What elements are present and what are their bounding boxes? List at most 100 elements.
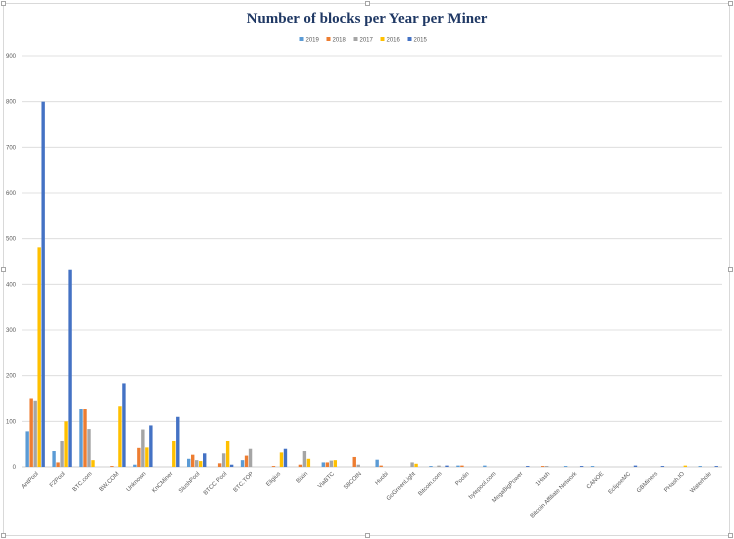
x-axis: AntPool F2Pool BTC.com BW.COM Unknown KnCMine… bbox=[21, 470, 714, 519]
resize-handle-bottom-center[interactable] bbox=[365, 533, 370, 538]
bar-2018-9 bbox=[271, 466, 276, 467]
legend-label-2018: 2018 bbox=[333, 38, 347, 44]
bar-2015-15 bbox=[445, 465, 449, 467]
bar-2015-4 bbox=[149, 425, 153, 467]
bar-2019-13 bbox=[375, 459, 379, 467]
resize-handle-middle-right[interactable] bbox=[728, 267, 733, 272]
x-tick-label: BTC.com bbox=[72, 471, 94, 493]
x-tick-label: SlushPool bbox=[178, 471, 201, 494]
x-tick-label: 58COIN bbox=[343, 471, 363, 491]
bar-2016-6 bbox=[199, 461, 203, 467]
x-tick-label: Waterhole bbox=[690, 471, 714, 495]
bar-2016-11 bbox=[333, 460, 338, 467]
bar-2015-6 bbox=[203, 453, 207, 467]
y-tick-label: 900 bbox=[6, 54, 17, 60]
bar-2017-2 bbox=[87, 429, 91, 467]
bar-2017-7 bbox=[221, 453, 226, 467]
bar-2017-0 bbox=[33, 400, 37, 467]
bar-2017-4 bbox=[141, 429, 145, 467]
bar-2015-20 bbox=[579, 466, 584, 467]
bar-2015-3 bbox=[122, 383, 126, 467]
bar-2015-5 bbox=[176, 416, 180, 467]
legend-label-2019: 2019 bbox=[306, 38, 320, 44]
resize-handle-top-right[interactable] bbox=[728, 1, 733, 6]
legend-swatch-2019 bbox=[299, 37, 304, 41]
x-tick-label: GoGreenLight bbox=[386, 471, 417, 502]
chart-title: Number of blocks per Year per Miner bbox=[247, 11, 488, 27]
x-tick-label: Huobi bbox=[375, 471, 390, 486]
x-tick-label: Bixin bbox=[296, 471, 309, 484]
bar-2016-0 bbox=[37, 247, 41, 467]
x-tick-label: BW.COM bbox=[99, 471, 121, 493]
bar-2017-11 bbox=[329, 460, 334, 467]
legend: 2019 2018 2017 2016 2015 bbox=[299, 37, 428, 44]
x-tick-label: Bitcoin Affiliate Network bbox=[530, 470, 579, 519]
bar-2015-23 bbox=[660, 466, 665, 467]
bar-2018-8 bbox=[244, 455, 249, 467]
bar-2015-7 bbox=[229, 464, 234, 467]
bar-2019-15 bbox=[429, 466, 433, 467]
bar-2015-0 bbox=[41, 101, 45, 468]
bar-2019-0 bbox=[25, 431, 29, 467]
bar-2018-19 bbox=[541, 466, 545, 467]
bar-2018-7 bbox=[217, 463, 222, 467]
y-tick-label: 700 bbox=[6, 145, 17, 151]
legend-swatch-2016 bbox=[380, 37, 385, 41]
y-tick-label: 0 bbox=[13, 465, 17, 471]
x-tick-label: bytepool.com bbox=[468, 471, 497, 500]
bar-2017-10 bbox=[302, 451, 307, 467]
x-tick-label: GBMiners bbox=[636, 471, 659, 494]
x-tick-label: ViaBTC bbox=[317, 471, 336, 490]
legend-swatch-2018 bbox=[326, 37, 331, 41]
bar-2017-1 bbox=[60, 440, 64, 467]
x-tick-label: Unknown bbox=[126, 471, 148, 493]
bar-2017-12 bbox=[356, 464, 360, 467]
bar-2016-5 bbox=[172, 440, 176, 467]
bar-2019-17 bbox=[483, 465, 487, 467]
resize-handle-bottom-left[interactable] bbox=[1, 533, 6, 538]
bar-2015-18 bbox=[526, 466, 530, 467]
x-tick-label: F2Pool bbox=[49, 471, 67, 489]
resize-handle-bottom-right[interactable] bbox=[728, 533, 733, 538]
bar-2018-4 bbox=[137, 447, 141, 467]
bar-2018-12 bbox=[352, 456, 356, 467]
legend-label-2017: 2017 bbox=[360, 38, 374, 44]
legend-swatch-2015 bbox=[407, 37, 412, 41]
y-tick-label: 100 bbox=[6, 419, 17, 425]
bar-2018-6 bbox=[191, 454, 195, 467]
bar-2018-16 bbox=[460, 465, 464, 467]
x-tick-label: CANOE bbox=[586, 471, 605, 490]
x-tick-label: PHash.IO bbox=[663, 471, 686, 494]
bars bbox=[25, 101, 718, 468]
bar-2016-4 bbox=[145, 447, 149, 467]
resize-handle-top-center[interactable] bbox=[365, 1, 370, 6]
bar-2019-8 bbox=[240, 460, 245, 467]
x-tick-label: BTC.TOP bbox=[233, 471, 256, 494]
x-tick-label: Bitcoin.com bbox=[418, 471, 444, 497]
x-tick-label: KnCMiner bbox=[151, 471, 174, 494]
bar-2017-8 bbox=[248, 448, 253, 467]
y-tick-label: 800 bbox=[6, 100, 17, 106]
bar-2017-6 bbox=[195, 460, 199, 467]
bar-2019-20 bbox=[563, 466, 568, 467]
bar-2019-21 bbox=[590, 466, 595, 467]
bar-2019-11 bbox=[321, 462, 326, 467]
resize-handle-top-left[interactable] bbox=[1, 1, 6, 6]
x-tick-label: AntPool bbox=[21, 471, 40, 490]
y-tick-label: 500 bbox=[6, 237, 17, 243]
y-tick-label: 600 bbox=[6, 191, 17, 197]
bar-2016-2 bbox=[91, 460, 95, 467]
x-tick-label: 1Hash bbox=[535, 471, 552, 488]
bar-2018-0 bbox=[29, 398, 33, 467]
resize-handle-middle-left[interactable] bbox=[1, 267, 6, 272]
y-tick-label: 200 bbox=[6, 374, 17, 380]
x-tick-label: Eligius bbox=[265, 471, 282, 488]
y-tick-label: 400 bbox=[6, 282, 17, 288]
bar-2016-1 bbox=[64, 421, 68, 467]
bar-2018-1 bbox=[56, 462, 60, 467]
bar-2015-9 bbox=[283, 448, 288, 467]
legend-swatch-2017 bbox=[353, 37, 358, 41]
bar-2019-4 bbox=[133, 464, 137, 467]
x-tick-label: Poolin bbox=[455, 471, 471, 487]
